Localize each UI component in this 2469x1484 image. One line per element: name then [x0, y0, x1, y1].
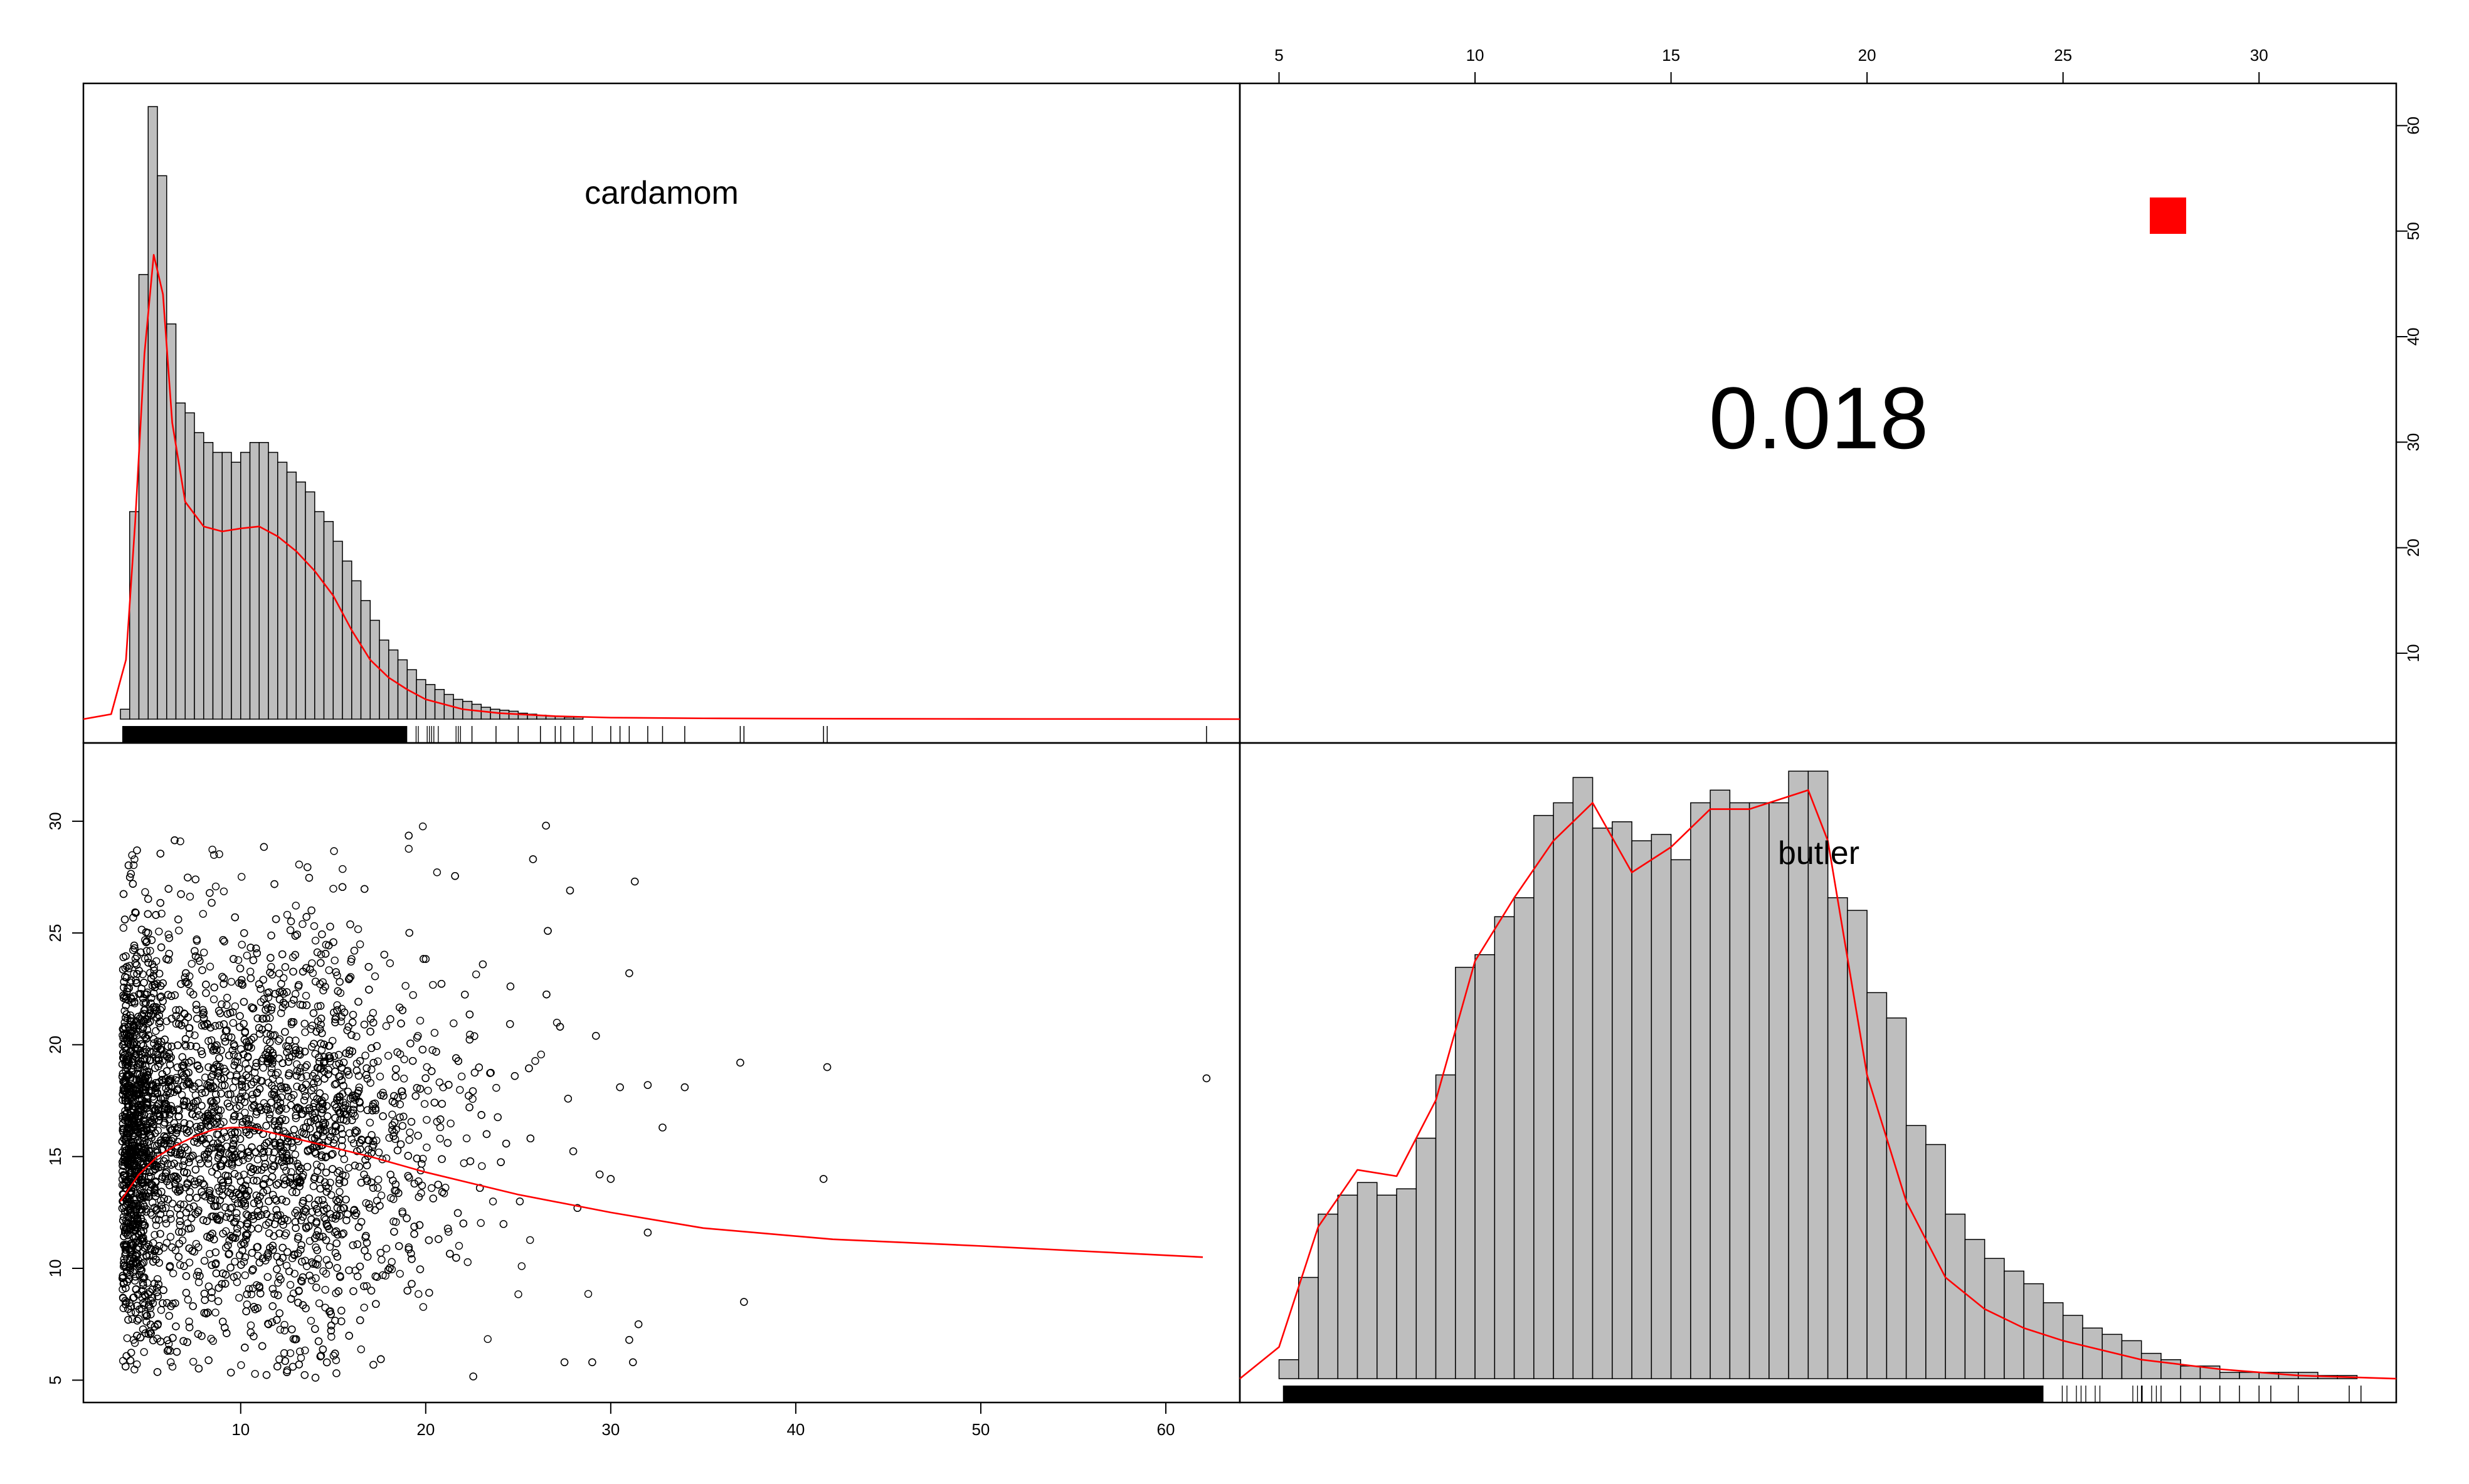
- rug-band: [1283, 1386, 2044, 1402]
- histogram-bar: [361, 601, 371, 719]
- histogram-bar: [213, 453, 223, 719]
- histogram-bar: [1515, 898, 1534, 1379]
- histogram-bar: [389, 650, 398, 719]
- histogram-bar: [1632, 841, 1651, 1379]
- histogram-bar: [315, 512, 324, 719]
- histogram-bar: [185, 413, 194, 720]
- histogram-bar: [1573, 777, 1592, 1379]
- histogram-bar: [2220, 1372, 2239, 1379]
- histogram-bar: [120, 709, 130, 719]
- histogram-bar: [2004, 1271, 2024, 1379]
- histogram-bar: [1338, 1195, 1357, 1379]
- histogram-bar: [379, 640, 389, 719]
- histogram-bar: [2083, 1328, 2102, 1379]
- histogram-bar: [1494, 917, 1514, 1379]
- histogram-bar: [324, 522, 334, 719]
- histogram-bar: [148, 107, 157, 719]
- histogram-bar: [1750, 803, 1769, 1379]
- histogram-bar: [287, 472, 297, 719]
- histogram-bar: [1534, 816, 1553, 1379]
- histogram-bar: [352, 581, 361, 719]
- histogram-bar: [1965, 1239, 1984, 1379]
- histogram-bar: [1828, 898, 1848, 1379]
- histogram-bar: [250, 443, 260, 719]
- histogram-bar: [1985, 1258, 2004, 1379]
- histogram-bar: [1710, 790, 1730, 1379]
- histogram-bar: [1456, 967, 1475, 1379]
- histogram-bar: [2102, 1334, 2122, 1379]
- histogram-bar: [2181, 1366, 2200, 1379]
- histogram-bar: [1553, 803, 1573, 1379]
- histogram-bar: [1906, 1125, 1926, 1379]
- histogram-bar: [241, 453, 250, 719]
- histogram-bar: [1436, 1075, 1456, 1379]
- histogram-bar: [305, 492, 315, 719]
- histogram-bar: [1769, 803, 1789, 1379]
- histogram-bar: [1299, 1278, 1318, 1379]
- histogram-bar: [1475, 955, 1494, 1379]
- histogram-bar: [139, 275, 149, 719]
- histogram-bar: [1945, 1214, 1965, 1379]
- histogram-bar: [481, 707, 490, 719]
- histogram-bar: [1358, 1182, 1377, 1379]
- histogram-bar: [2142, 1354, 2161, 1379]
- histogram-bar: [1593, 828, 1612, 1379]
- histogram-bar: [1416, 1138, 1435, 1379]
- histogram-bar: [157, 176, 167, 719]
- histogram-bar: [167, 324, 176, 719]
- histogram-bar: [2063, 1315, 2083, 1379]
- histogram-bar: [1848, 910, 1867, 1379]
- histogram-bar: [222, 453, 231, 719]
- histogram-bar: [231, 462, 241, 719]
- histogram-bar: [509, 711, 519, 719]
- histogram-bar: [333, 541, 342, 719]
- histogram-bar: [1926, 1145, 1945, 1379]
- histogram-bar: [1651, 834, 1671, 1379]
- histogram-bar: [1886, 1018, 1906, 1379]
- histogram-bar: [490, 709, 500, 719]
- histogram-bar: [1612, 822, 1632, 1379]
- histogram-bar: [1279, 1360, 1299, 1379]
- histogram-bar: [342, 561, 352, 719]
- histogram-bar: [1377, 1195, 1397, 1379]
- histogram-bar: [2239, 1372, 2259, 1379]
- histogram-bar: [1730, 803, 1749, 1379]
- histogram-bar: [1671, 860, 1691, 1379]
- histogram-bar: [2043, 1303, 2063, 1379]
- histogram-bar: [500, 710, 509, 719]
- histogram-bar: [564, 717, 574, 719]
- histogram-bar: [268, 453, 278, 719]
- histogram-bar: [370, 620, 379, 719]
- histogram-bar: [1691, 803, 1710, 1379]
- histogram-bar: [296, 482, 305, 719]
- histogram-bar: [1867, 992, 1886, 1379]
- histogram-bar: [259, 443, 268, 719]
- rug-band: [122, 726, 407, 743]
- histogram-bar: [278, 462, 287, 719]
- histogram-bar: [1318, 1214, 1338, 1379]
- histogram-bar: [204, 443, 213, 719]
- histogram-bar: [194, 433, 204, 719]
- histogram-bar: [1397, 1189, 1416, 1379]
